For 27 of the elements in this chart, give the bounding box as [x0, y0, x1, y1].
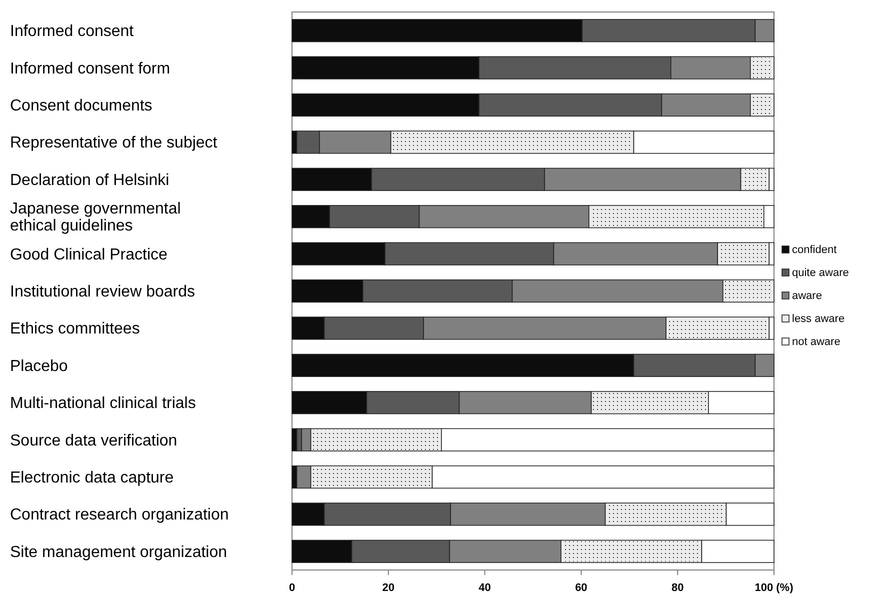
y-tick-label: Representative of the subject — [10, 134, 218, 152]
legend-label: less aware — [792, 313, 845, 325]
y-tick-label: Informed consent form — [10, 60, 170, 78]
legend-label: confident — [792, 244, 837, 256]
y-tick-label: Institutional review boards — [10, 284, 195, 300]
x-tick-label: 100 (%) — [754, 582, 794, 594]
y-tick-label: Placebo — [10, 358, 68, 375]
y-tick-label: Good Clinical Practice — [10, 246, 168, 264]
y-tick-label: Electronic data capture — [10, 470, 174, 486]
y-tick-label: Informed consent — [10, 23, 134, 40]
y-tick-label: Source data verification — [10, 432, 178, 450]
y-tick-label: Japanese governmental ethical guidelines — [10, 200, 181, 235]
y-tick-label: Declaration of Helsinki — [10, 172, 170, 189]
bar — [292, 428, 298, 452]
legend-label: quite aware — [792, 267, 849, 279]
x-tick-label: 20 — [382, 582, 395, 594]
x-tick-label: 80 — [671, 582, 684, 594]
y-tick-label: Ethics committees — [10, 320, 140, 338]
y-tick-label: Multi-national clinical trials — [10, 395, 196, 412]
y-tick-label: Consent documents — [10, 98, 152, 114]
legend-label: not aware — [792, 336, 840, 348]
legend-label: aware — [792, 290, 822, 302]
y-tick-label: Contract research organization — [10, 506, 229, 524]
x-tick-label: 0 — [288, 582, 296, 594]
x-tick-label: 40 — [478, 582, 491, 594]
x-tick-label: 60 — [575, 582, 588, 594]
y-tick-label: Site management organization — [10, 544, 228, 561]
